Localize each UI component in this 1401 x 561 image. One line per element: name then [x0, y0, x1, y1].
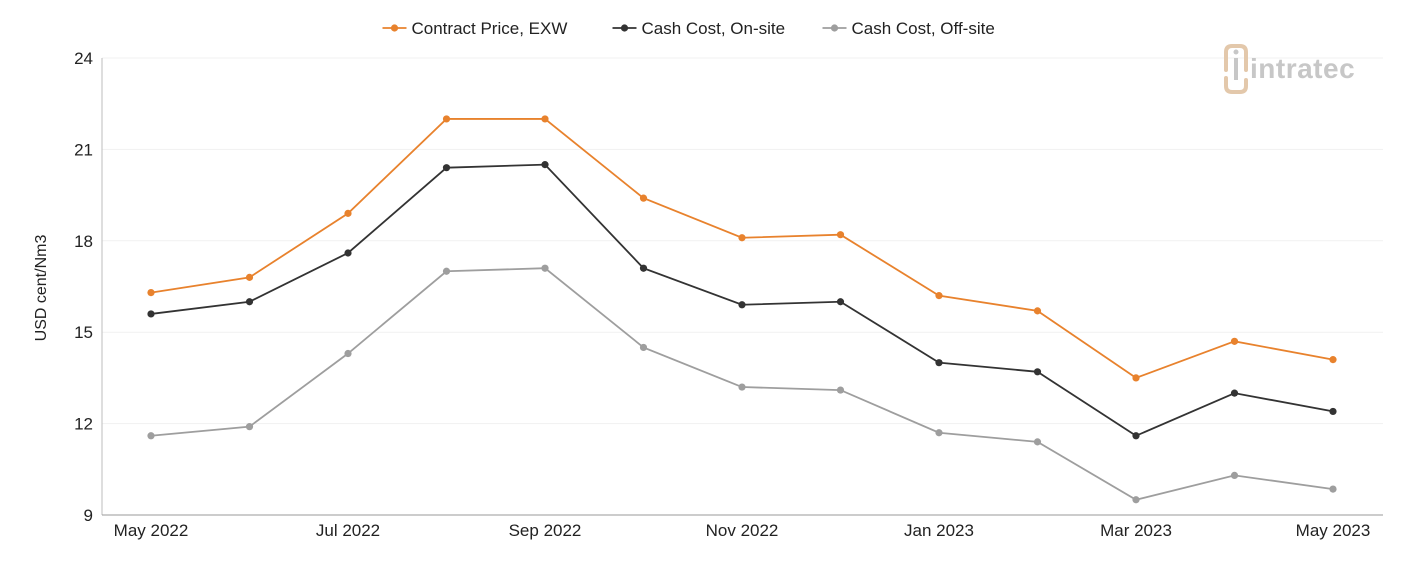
- y-tick-label: 21: [74, 140, 93, 159]
- data-point: [245, 423, 254, 431]
- data-point: [1329, 485, 1337, 493]
- chart-axes: [101, 58, 1383, 516]
- data-point: [1132, 496, 1140, 504]
- data-point: [147, 288, 155, 297]
- data-point: [1033, 438, 1042, 446]
- y-tick-label: 18: [74, 232, 93, 251]
- data-point: [738, 301, 746, 309]
- data-point: [1230, 337, 1239, 345]
- data-point: [935, 359, 943, 367]
- data-point: [344, 249, 352, 257]
- x-tick-label: Jan 2023: [904, 521, 974, 540]
- data-point: [738, 234, 746, 242]
- data-point: [442, 267, 451, 275]
- x-tick-label: May 2023: [1296, 521, 1371, 540]
- data-point: [639, 194, 648, 202]
- data-point: [344, 209, 352, 217]
- legend-marker: [390, 24, 399, 32]
- chart-legend: Contract Price, EXW Cash Cost, On-site Cas…: [382, 19, 995, 38]
- data-point: [738, 383, 746, 391]
- data-point: [147, 310, 155, 318]
- data-point: [245, 298, 254, 306]
- data-point: [1230, 471, 1239, 479]
- legend-marker: [620, 24, 629, 32]
- logo-text: intratec: [1250, 53, 1355, 84]
- data-point: [344, 349, 352, 358]
- legend-label: Contract Price, EXW: [412, 19, 568, 38]
- chart-series: [147, 115, 1337, 504]
- data-point: [1329, 407, 1337, 416]
- data-point: [541, 115, 549, 123]
- x-tick-label: Jul 2022: [316, 521, 380, 540]
- data-point: [1132, 432, 1140, 440]
- y-axis-label: USD cent/Nm3: [33, 235, 50, 342]
- legend-label: Cash Cost, Off-site: [852, 19, 995, 38]
- intratec-logo: intratec: [1224, 44, 1355, 94]
- data-point: [245, 273, 254, 281]
- x-tick-label: May 2022: [114, 521, 189, 540]
- data-point: [1230, 389, 1239, 397]
- data-point: [541, 264, 549, 272]
- x-tick-label: Sep 2022: [509, 521, 582, 540]
- y-tick-label: 12: [74, 415, 93, 434]
- legend-item: Contract Price, EXW: [382, 19, 568, 38]
- y-tick-label: 24: [74, 49, 93, 68]
- data-point: [1132, 374, 1140, 382]
- legend-marker: [830, 24, 839, 32]
- data-point: [836, 386, 845, 394]
- data-point: [836, 231, 845, 239]
- data-point: [147, 432, 155, 440]
- series-line: [150, 118, 1334, 379]
- y-axis-ticks: 9 12 15 18 21 24: [74, 49, 93, 525]
- data-point: [442, 115, 451, 123]
- data-point: [1033, 307, 1042, 315]
- data-point: [935, 429, 943, 437]
- data-point: [1329, 356, 1337, 364]
- series-1: [147, 161, 1337, 440]
- intratec-logo-icon: [1224, 44, 1248, 94]
- data-point: [442, 164, 451, 172]
- series-0: [147, 115, 1337, 382]
- data-point: [639, 264, 648, 272]
- legend-label: Cash Cost, On-site: [642, 19, 786, 38]
- x-tick-label: Nov 2022: [706, 521, 779, 540]
- x-tick-label: Mar 2023: [1100, 521, 1172, 540]
- data-point: [935, 292, 943, 300]
- y-tick-label: 9: [84, 506, 93, 525]
- series-2: [147, 264, 1337, 504]
- data-point: [1033, 368, 1042, 376]
- x-axis-ticks: May 2022 Jul 2022 Sep 2022 Nov 2022 Jan 2023…: [114, 521, 1371, 540]
- series-line: [150, 163, 1334, 437]
- data-point: [541, 161, 549, 169]
- legend-item: Cash Cost, Off-site: [822, 19, 995, 38]
- data-point: [836, 298, 845, 306]
- y-tick-label: 15: [74, 323, 93, 342]
- legend-item: Cash Cost, On-site: [612, 19, 786, 38]
- data-point: [639, 343, 648, 352]
